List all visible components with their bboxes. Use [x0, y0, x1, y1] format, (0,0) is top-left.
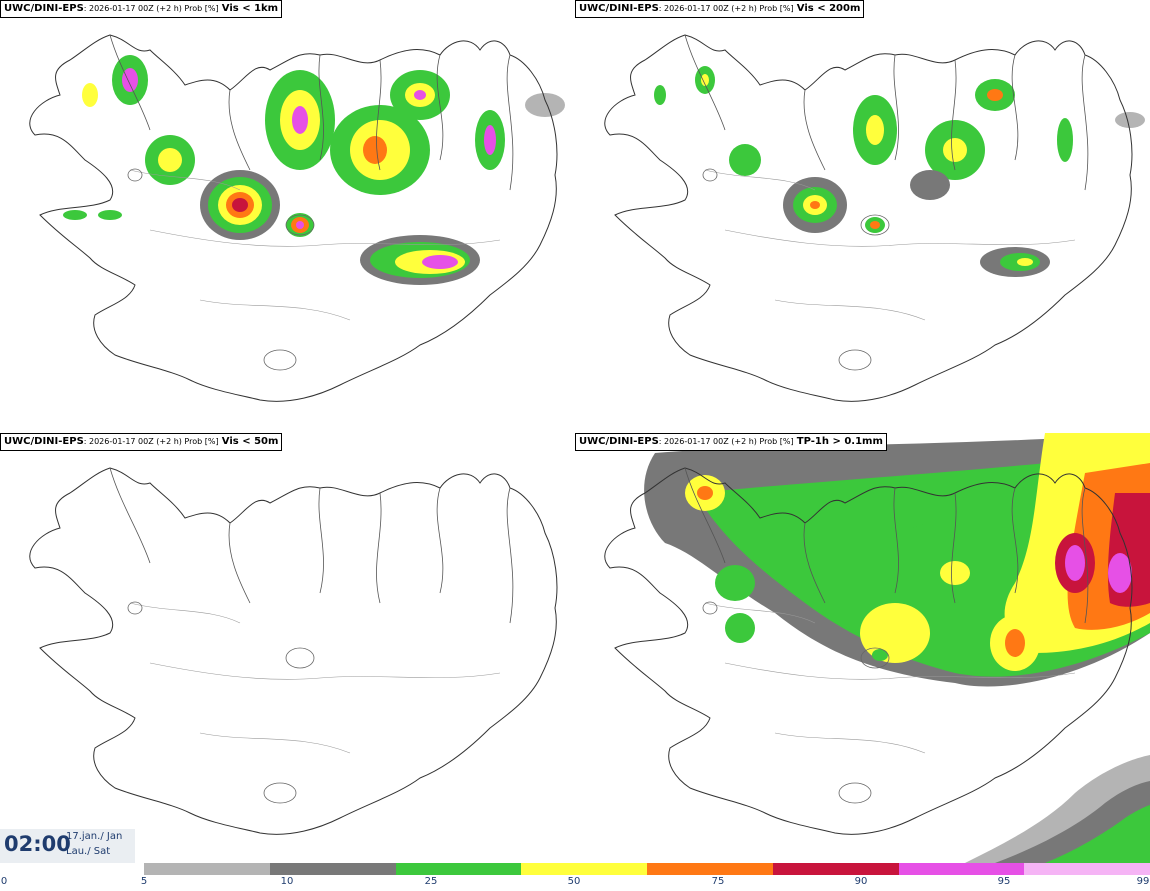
probability-map [29, 467, 558, 835]
valid-day: Lau./ Sat [66, 846, 111, 857]
panel-title: UWC/DINI-EPS: 2026-01-17 00Z (+2 h) Prob… [0, 433, 283, 451]
map-panel-vis-200m: UWC/DINI-EPS: 2026-01-17 00Z (+2 h) Prob… [575, 0, 1150, 430]
colorbar-tick-label: 75 [711, 876, 725, 887]
colorbar-segment [1024, 863, 1150, 875]
probability-colorbar [144, 863, 1150, 875]
colorbar-segment [898, 863, 1025, 875]
map-panel-precip: UWC/DINI-EPS: 2026-01-17 00Z (+2 h) Prob… [575, 433, 1150, 863]
panel-title: UWC/DINI-EPS: 2026-01-17 00Z (+2 h) Prob… [0, 0, 283, 18]
colorbar-tick-label: 10 [280, 876, 294, 887]
precip-field [644, 433, 1150, 863]
probability-map [604, 34, 1145, 402]
colorbar-segment [395, 863, 522, 875]
panel-title: UWC/DINI-EPS: 2026-01-17 00Z (+2 h) Prob… [575, 433, 887, 451]
colorbar-tick-label: 90 [854, 876, 868, 887]
colorbar-tick-label: 95 [997, 876, 1011, 887]
colorbar-segment [269, 863, 396, 875]
colorbar-tick-label: 0 [0, 876, 8, 887]
probability-map [29, 34, 565, 402]
colorbar-tick-label: 50 [567, 876, 581, 887]
colorbar-segment [521, 863, 647, 875]
colorbar-segment [647, 863, 773, 875]
fog-blobs [63, 55, 565, 285]
colorbar-segment [144, 863, 270, 875]
colorbar-tick-label: 25 [424, 876, 438, 887]
map-panel-vis-50m: UWC/DINI-EPS: 2026-01-17 00Z (+2 h) Prob… [0, 433, 575, 863]
valid-time: 02:00 [4, 832, 71, 856]
fog-blobs [654, 66, 1145, 277]
valid-time-box: 02:00 17.jan./ Jan Lau./ Sat [0, 829, 135, 863]
panel-title: UWC/DINI-EPS: 2026-01-17 00Z (+2 h) Prob… [575, 0, 865, 18]
colorbar-segment [772, 863, 899, 875]
valid-date: 17.jan./ Jan [66, 831, 123, 842]
colorbar-tick-label: 5 [140, 876, 148, 887]
probability-map [604, 433, 1150, 863]
colorbar-ticks: 0 5 10 25 50 75 90 95 99 [0, 876, 1150, 890]
colorbar-tick-label: 99 [1136, 876, 1150, 887]
map-panel-vis-1km: UWC/DINI-EPS: 2026-01-17 00Z (+2 h) Prob… [0, 0, 575, 430]
